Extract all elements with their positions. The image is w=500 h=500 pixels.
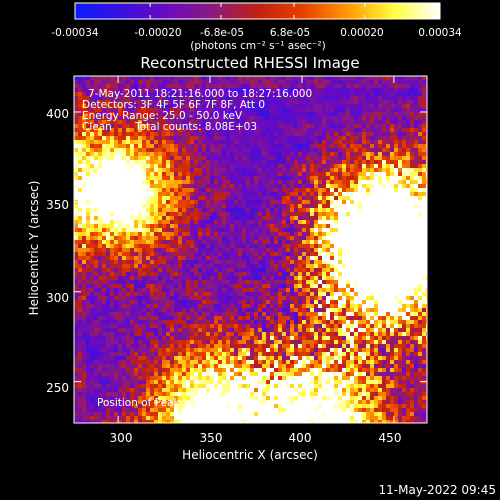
x-axis-label: Heliocentric X (arcsec) [182, 448, 318, 462]
y-tick-label: 400 [46, 107, 69, 121]
x-tick-label: 400 [289, 431, 312, 445]
colorbar-tick-label: -0.00020 [134, 27, 181, 39]
colorbar-tick-label: 0.00034 [418, 27, 462, 39]
chart-title: Reconstructed RHESSI Image [140, 54, 359, 72]
x-tick-label: 300 [110, 431, 133, 445]
total-counts-label: Total counts: 8.08E+03 [134, 121, 257, 133]
axis-ticks [74, 76, 427, 423]
footer-timestamp: 11-May-2022 09:45 [379, 483, 496, 497]
detectors-label: Detectors: 3F 4F 5F 6F 7F 8F, Att 0 [82, 99, 265, 111]
heatmap-image [74, 76, 427, 423]
colorbar-ticks [74, 3, 441, 19]
colorbar-tick-label: 0.00020 [340, 27, 383, 39]
colorbar-tick-label: -6.8e-05 [200, 27, 244, 39]
time-range-label: 7-May-2011 18:21:16.000 to 18:27:16.000 [88, 88, 312, 100]
colorbar-units: (photons cm⁻² s⁻¹ asec⁻²) [190, 40, 325, 52]
peak-position-label: Position of Peak = [299,356] [97, 397, 247, 409]
colorbar-tick-label: -0.00034 [51, 27, 99, 39]
y-axis-label: Heliocentric Y (arcsec) [27, 181, 41, 316]
y-tick-label: 300 [46, 291, 69, 305]
x-tick-label: 350 [200, 431, 223, 445]
colorbar [74, 2, 441, 20]
y-tick-label: 350 [46, 198, 69, 212]
colorbar-tick-label: 6.8e-05 [270, 27, 310, 39]
x-tick-label: 450 [379, 431, 402, 445]
y-tick-label: 250 [46, 381, 69, 395]
plot-frame [73, 75, 428, 424]
energy-range-label: Energy Range: 25.0 - 50.0 keV [82, 110, 243, 122]
clean-label: Clean [82, 121, 112, 133]
